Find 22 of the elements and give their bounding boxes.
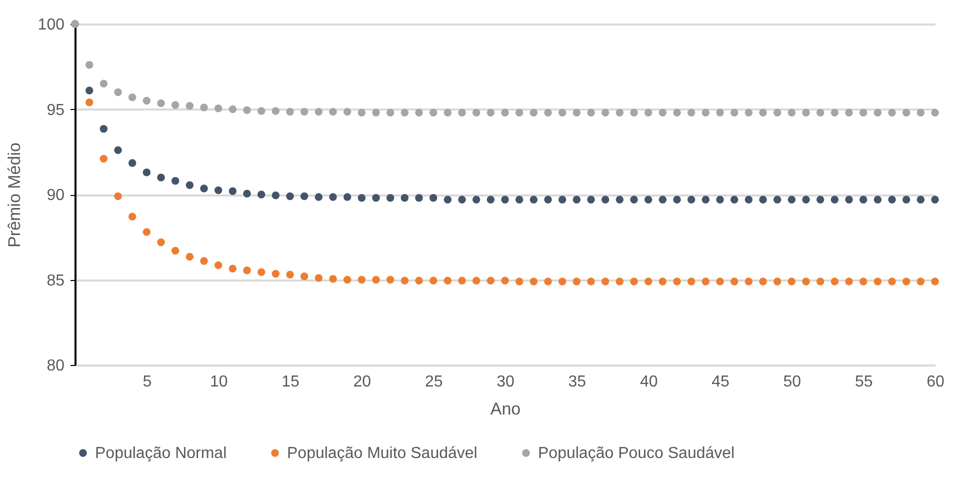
x-tick-label: 30 [496, 374, 514, 390]
x-tick-label: 20 [353, 374, 372, 390]
x-axis-title: Ano [490, 400, 521, 418]
y-tick-label: 85 [46, 272, 65, 290]
x-tick-label: 10 [210, 374, 228, 390]
legend-label: População Normal [95, 445, 227, 462]
x-tick-label: 50 [783, 374, 802, 390]
x-tick-label: 60 [926, 374, 944, 390]
y-tick-label: 95 [46, 102, 65, 119]
x-tick-label: 45 [712, 374, 730, 390]
x-tick-label: 15 [282, 374, 300, 390]
x-tick-label: 55 [854, 374, 873, 390]
legend-label: População Pouco Saudável [538, 445, 735, 462]
x-tick-label: 5 [142, 374, 152, 390]
y-axis-title: Prêmio Médio [4, 142, 24, 248]
y-tick-label: 100 [38, 16, 65, 34]
x-tick-label: 25 [424, 374, 443, 390]
x-tick-label: 40 [640, 374, 658, 390]
x-tick-label: 35 [568, 374, 586, 390]
legend-label: População Muito Saudável [287, 445, 478, 462]
y-tick-label: 90 [46, 187, 65, 204]
y-tick-label: 80 [46, 358, 65, 374]
